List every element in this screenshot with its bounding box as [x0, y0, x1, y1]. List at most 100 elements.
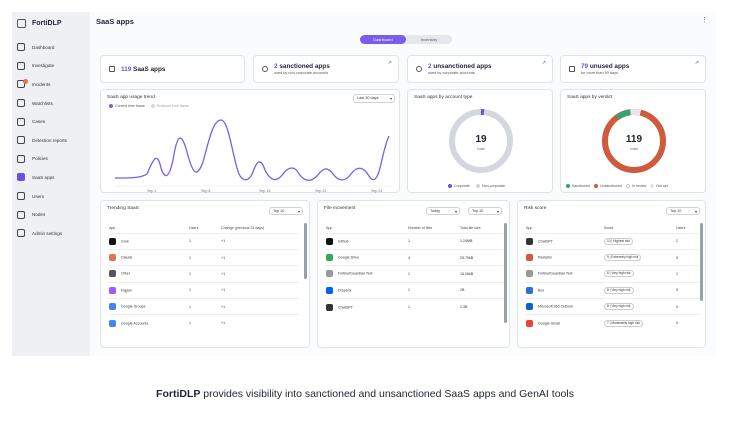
table-cell: +1 — [221, 281, 299, 299]
table-cell: +1 — [221, 314, 299, 332]
fortidlp-logo-icon — [17, 18, 26, 28]
table-cell: 1.3B — [460, 298, 504, 315]
table-row[interactable]: ChatGPT 1 1.3B — [326, 298, 504, 315]
corporate-segment — [449, 109, 513, 173]
table-cell: Claude — [109, 248, 189, 266]
table-row[interactable]: Pastebin 9 | Extremely high risk 0 — [526, 248, 700, 266]
table-row[interactable]: Figjam 1 +1 — [109, 281, 299, 299]
table-row[interactable]: Dropbox 1 2B — [326, 281, 504, 299]
stat-card-sanctioned[interactable]: 2 sanctioned apps used by non-corporate … — [253, 55, 399, 83]
period-select[interactable]: Today — [426, 207, 460, 215]
table-cell: 8 | Very high risk — [604, 298, 676, 315]
stat-card-saas-apps[interactable]: 119 SaaS apps — [100, 55, 245, 83]
sidebar-item-policies[interactable]: Policies — [12, 150, 90, 169]
table-cell: +1 — [221, 298, 299, 315]
x-tick: Sep 24 — [371, 189, 382, 193]
more-options-icon[interactable]: ⋮ — [701, 17, 708, 24]
scrollbar[interactable] — [504, 223, 507, 323]
sidebar-item-label: Nodes — [32, 212, 46, 218]
arrow-icon: ↗ — [694, 60, 699, 66]
top-n-select[interactable]: Top 10 — [468, 207, 502, 215]
time-range-select[interactable]: Last 30 days — [353, 94, 395, 103]
sidebar-item-incidents[interactable]: Incidents — [12, 75, 90, 94]
tab-inventory[interactable]: Inventory — [420, 37, 438, 42]
sidebar-item-dashboard[interactable]: Dashboard — [12, 38, 90, 57]
sidebar-item-users[interactable]: Users — [12, 187, 90, 206]
sidebar-item-watchlists[interactable]: Watchlists — [12, 94, 90, 113]
column-header: Users — [189, 225, 199, 230]
main-content: SaaS apps ⋮ Dashboard Inventory 119 SaaS… — [90, 12, 716, 356]
eye-icon — [17, 99, 25, 108]
scrollbar[interactable] — [700, 223, 703, 301]
app-name: Figjam — [121, 288, 132, 293]
app-name: Google Gmail — [538, 321, 560, 326]
sidebar-item-nodes[interactable]: Nodes — [12, 205, 90, 224]
stat-value: 79 — [581, 63, 589, 70]
tab-dashboard[interactable]: Dashboard — [360, 35, 406, 44]
users-icon — [17, 192, 25, 201]
x-tick: Sep 15 — [259, 189, 270, 193]
column-header: App — [526, 225, 533, 230]
table-cell: 25.79kB — [460, 248, 504, 266]
table-row[interactable]: Claude 1 +1 — [109, 248, 299, 266]
sidebar-item-saas-apps[interactable]: SaaS apps — [12, 168, 90, 187]
legend-dot — [150, 104, 155, 109]
table-row[interactable]: Google Groups 1 +1 — [109, 298, 299, 315]
table-row[interactable]: Box 8 | Very high risk 0 — [526, 281, 700, 299]
table-row[interactable]: Microsoft 365 Outlook 8 | Very high risk 0 — [526, 298, 700, 315]
top-n-select[interactable]: Top 10 — [666, 207, 700, 215]
app-logo-icon — [526, 286, 533, 294]
table-cell: 1 — [189, 248, 221, 266]
archive-icon — [569, 66, 575, 72]
sidebar-item-investigate[interactable]: Investigate — [12, 57, 90, 76]
arrow-icon: ↗ — [541, 60, 546, 66]
app-logo-icon — [526, 303, 533, 311]
table-row[interactable]: Google Accounts 1 +1 — [109, 314, 299, 332]
top-n-select[interactable]: Top 10 — [269, 207, 303, 215]
sidebar-item-detection-reports[interactable]: Detection reports — [12, 131, 90, 150]
sidebar-item-label: Dashboard — [32, 44, 55, 50]
table-header: App Score Users — [526, 223, 700, 233]
current-series-line — [114, 119, 390, 181]
table-row[interactable]: Google Drive 4 25.79kB — [326, 248, 504, 266]
app-logo-icon — [109, 270, 116, 278]
page-header: SaaS apps ⋮ — [90, 12, 716, 30]
column-header: Users — [676, 225, 686, 230]
sidebar-item-cases[interactable]: Cases — [12, 112, 90, 131]
legend-label: Sanctioned — [572, 184, 590, 188]
table-cell: +1 — [221, 248, 299, 266]
risk-score-pill: 9 | Extremely high risk — [604, 254, 642, 262]
sidebar-item-label: Cases — [32, 119, 46, 125]
stat-value: 2 — [274, 63, 278, 70]
sidebar-item-label: Watchlists — [32, 100, 53, 106]
app-logo-icon — [326, 286, 333, 294]
table-cell: 8 | Very high risk — [604, 265, 676, 283]
shield-icon — [262, 66, 268, 72]
table-row[interactable]: Other 1 +1 — [109, 265, 299, 283]
x-tick: Sep 22 — [315, 189, 326, 193]
scrollbar[interactable] — [304, 223, 307, 279]
table-row[interactable]: FortinetGuardian Test 8 | Very high risk 1 — [526, 265, 700, 283]
table-cell: 1 — [408, 298, 460, 315]
gear-icon — [17, 229, 25, 238]
table-row[interactable]: Grok 1 +1 — [109, 232, 299, 250]
card-title: Risk score — [524, 206, 547, 211]
sidebar-nav: Dashboard Investigate Incidents Watchlis… — [12, 38, 90, 243]
risk-score-pill: 8 | Very high risk — [604, 270, 634, 278]
notification-badge — [23, 78, 28, 84]
table-cell: 1 — [676, 265, 700, 283]
table-cell: 1 — [189, 232, 221, 250]
table-row[interactable]: Google Gmail 7 | Moderately high risk 0 — [526, 314, 700, 332]
table-row[interactable]: FortinetGuardian Test 1 16.26kB — [326, 265, 504, 283]
page-title: SaaS apps — [96, 16, 134, 26]
table-row[interactable]: Github 1 1.24MB — [326, 232, 504, 250]
stat-card-unsanctioned[interactable]: 2 unsanctioned apps used by corporate ac… — [407, 55, 553, 83]
sidebar-item-admin-settings[interactable]: Admin settings — [12, 224, 90, 243]
stat-card-unused[interactable]: 79 unused apps for more than 90 days ↗ — [560, 55, 706, 83]
table-row[interactable]: ChatGPT 10 | Highest risk 2 — [526, 232, 700, 250]
column-header: Number of files — [408, 225, 433, 230]
table-cell: 9 | Extremely high risk — [604, 248, 676, 266]
shield-alert-icon — [416, 66, 422, 72]
donut-total: 19 — [475, 134, 487, 145]
table-cell: Figjam — [109, 281, 189, 299]
